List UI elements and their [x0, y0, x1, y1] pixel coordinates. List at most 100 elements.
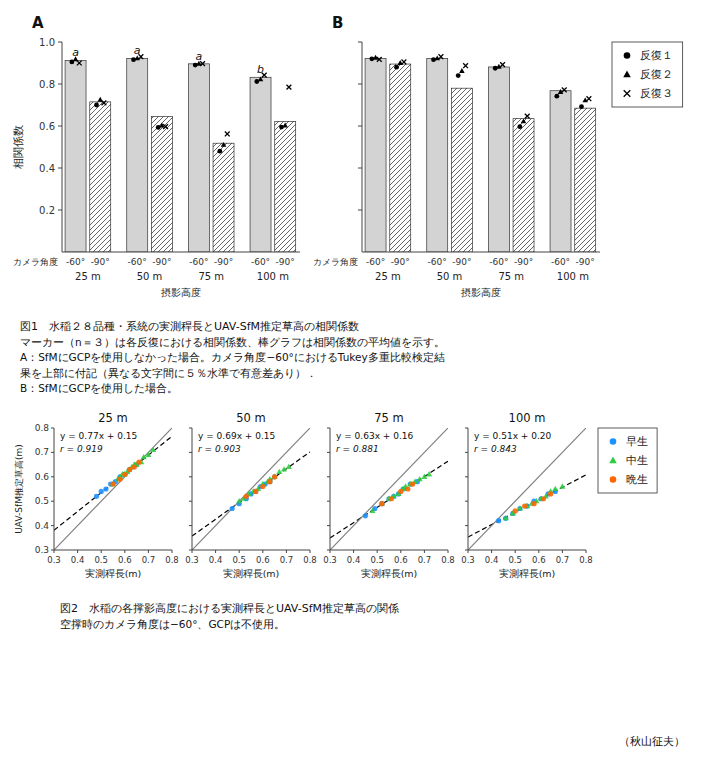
x-tick-label: -90°: [576, 257, 595, 267]
legend-swatch: [610, 476, 617, 483]
y-tick-label: 0.4: [35, 521, 50, 531]
x-tick: [192, 550, 193, 553]
y-tick-label: 0.7: [35, 447, 49, 457]
legend-swatch: [624, 90, 631, 97]
significance-letter: a: [196, 50, 203, 63]
x-tick: [77, 550, 78, 553]
bar: [451, 88, 472, 252]
scatter-point: [122, 472, 127, 477]
y-tick-label: 0.3: [35, 545, 49, 555]
scatter-point: [103, 486, 108, 491]
significance-letter: a: [72, 46, 79, 59]
x-axis-title: 実測稈長(m): [361, 568, 418, 579]
y-tick-label: 0.8: [39, 79, 55, 90]
scatter-point: [260, 484, 265, 489]
scatter-point: [110, 482, 115, 487]
replicate-point: [394, 65, 399, 70]
y-tick: [327, 476, 330, 477]
legend-swatch: [610, 438, 617, 445]
bar: [188, 64, 209, 252]
legend-frame: [612, 42, 683, 107]
group-label: 25 m: [75, 271, 101, 282]
x-tick-label: -60°: [128, 257, 147, 267]
x-tick-label: 0.7: [418, 555, 432, 565]
bar-hatch: [513, 119, 534, 252]
legend-label: 反復３: [640, 87, 673, 100]
scatter-point: [127, 467, 132, 472]
bar: [575, 108, 596, 252]
panel-title: A: [32, 14, 44, 32]
scatter-point: [253, 489, 258, 494]
y-tick: [58, 210, 62, 211]
y-tick: [58, 126, 62, 127]
replicate-point: [221, 142, 227, 147]
x-tick-label: 0.4: [209, 555, 223, 565]
group-label: 75 m: [198, 271, 224, 282]
x-tick-label: 0.4: [347, 555, 361, 565]
x-axis-line: [54, 550, 172, 551]
replicate-point: [554, 94, 559, 99]
y-axis-title: UAV-SfM推定草高(m): [14, 444, 24, 533]
x-tick-label: 0.8: [303, 555, 317, 565]
caption: 空撑時のカメラ角度は−60°、GCPは不使用。: [60, 618, 285, 630]
legend-label: 早生: [626, 435, 648, 448]
scatter-point: [513, 508, 518, 513]
y-tick: [51, 428, 54, 429]
y-axis-line: [54, 428, 55, 550]
bar: [390, 64, 411, 252]
bar: [365, 59, 386, 252]
y-tick: [465, 428, 468, 429]
x-tick-label: 0.3: [461, 555, 475, 565]
replicate-point: [402, 60, 407, 65]
category-axis-title: カメラ角度: [313, 257, 358, 267]
x-tick-label: -60°: [366, 257, 385, 267]
replicate-point: [517, 124, 522, 129]
y-tick: [358, 42, 362, 43]
x-tick: [239, 550, 240, 553]
x-tick-label: 0.3: [47, 555, 61, 565]
bar-panel: -60°-90°-60°-90°-60°-90°-60°-90°25 m50 m…: [313, 14, 600, 298]
caption: 図1 水稲２８品種・系統の実測稈長とUAV-SfM推定草高の相関係数: [20, 320, 359, 333]
replicate-point: [525, 114, 530, 119]
fit-annotation: r = 0.919: [60, 444, 103, 454]
x-tick-label: 0.3: [323, 555, 337, 565]
group-label: 50 m: [437, 271, 463, 282]
scatter-point: [541, 496, 546, 501]
caption: B：SfMにGCPを使用した場合。: [20, 382, 178, 394]
x-tick: [448, 550, 449, 553]
legend-label: 反復１: [640, 49, 673, 62]
bar-hatch: [390, 64, 411, 252]
bar: [90, 102, 111, 252]
bar: [550, 91, 571, 252]
x-tick-label: -90°: [514, 257, 533, 267]
x-tick: [286, 550, 287, 553]
scatter-point: [267, 479, 272, 484]
scatter-point: [244, 494, 249, 499]
replicate-point: [377, 57, 382, 62]
bar-hatch: [151, 117, 172, 252]
caption: 図2 水稲の各撑影高度における実測稈長とUAV-SfM推定草高の関係: [60, 602, 399, 615]
replicate-point: [456, 73, 461, 78]
y-tick: [465, 476, 468, 477]
scatter-point: [426, 471, 432, 476]
scatter-point: [94, 494, 99, 499]
bar-hatch: [575, 108, 596, 252]
x-tick: [124, 550, 125, 553]
bar: [427, 59, 448, 252]
scatter-point: [369, 508, 375, 513]
bar: [213, 143, 234, 252]
bar: [65, 60, 86, 252]
x-tick: [468, 550, 469, 553]
group-label: 75 m: [498, 271, 524, 282]
legend-label: 反復２: [640, 68, 673, 81]
caption: マーカー（n＝３）は各反復における相関係数、棒グラフは相関係数の平均値を示す。: [20, 336, 445, 349]
scatter-point: [503, 516, 508, 521]
scatter-point: [389, 496, 394, 501]
figure: 0.20.40.60.81.0-60°-90°-60°-90°-60°-90°-…: [0, 0, 705, 760]
y-tick: [189, 476, 192, 477]
y-tick: [51, 501, 54, 502]
bar-hatch: [90, 102, 111, 252]
plot-area: [330, 428, 448, 550]
scatter-panel: 0.30.40.50.60.70.80.30.40.50.60.70.8実測稈長…: [14, 411, 179, 579]
caption: A：SfMにGCPを使用しなかった場合。カメラ角度−60°におけるTukey多重…: [20, 351, 445, 364]
